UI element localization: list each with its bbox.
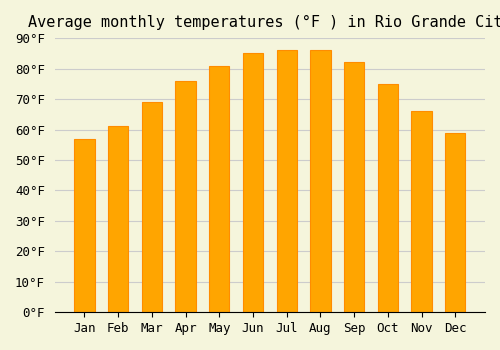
Bar: [378, 84, 398, 312]
Bar: [310, 50, 330, 312]
Bar: [276, 50, 297, 312]
Bar: [209, 65, 230, 312]
Bar: [108, 126, 128, 312]
Bar: [412, 111, 432, 312]
Bar: [344, 63, 364, 312]
Bar: [74, 139, 94, 312]
Bar: [142, 102, 162, 312]
Bar: [243, 53, 263, 312]
Title: Average monthly temperatures (°F ) in Rio Grande City: Average monthly temperatures (°F ) in Ri…: [28, 15, 500, 30]
Bar: [445, 133, 466, 312]
Bar: [176, 81, 196, 312]
